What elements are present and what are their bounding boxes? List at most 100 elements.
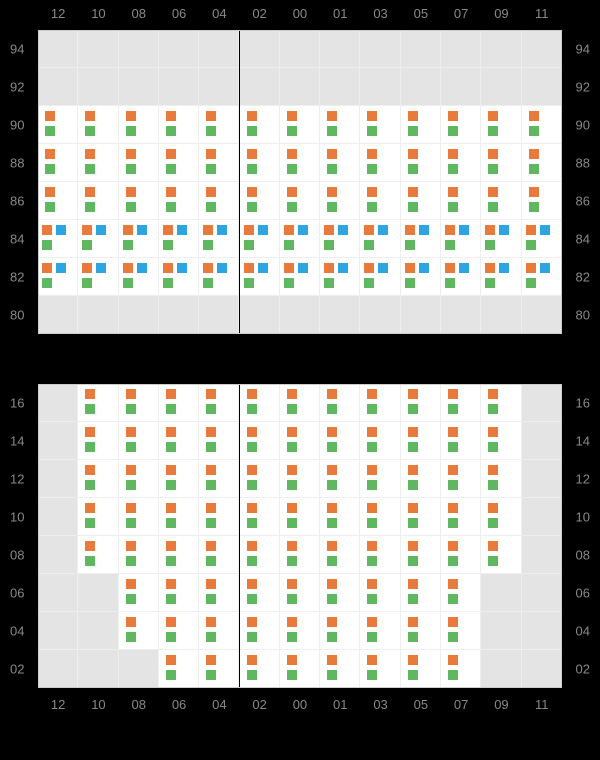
slot-cell[interactable]: [522, 220, 562, 258]
slot-cell[interactable]: [320, 574, 360, 612]
slot-cell[interactable]: [119, 106, 159, 144]
slot-cell[interactable]: [280, 422, 320, 460]
slot-cell[interactable]: [119, 384, 159, 422]
slot-cell[interactable]: [199, 536, 239, 574]
slot-cell[interactable]: [320, 460, 360, 498]
slot-cell[interactable]: [199, 422, 239, 460]
slot-cell[interactable]: [401, 384, 441, 422]
slot-cell[interactable]: [360, 258, 400, 296]
slot-cell[interactable]: [481, 144, 521, 182]
slot-cell[interactable]: [38, 182, 78, 220]
slot-cell[interactable]: [280, 612, 320, 650]
slot-cell[interactable]: [78, 422, 118, 460]
slot-cell[interactable]: [199, 650, 239, 688]
slot-cell[interactable]: [280, 536, 320, 574]
slot-cell[interactable]: [38, 144, 78, 182]
slot-cell[interactable]: [441, 106, 481, 144]
slot-cell[interactable]: [240, 650, 280, 688]
slot-cell[interactable]: [360, 460, 400, 498]
slot-cell[interactable]: [240, 460, 280, 498]
slot-cell[interactable]: [199, 106, 239, 144]
slot-cell[interactable]: [159, 650, 199, 688]
slot-cell[interactable]: [481, 460, 521, 498]
slot-cell[interactable]: [159, 106, 199, 144]
slot-cell[interactable]: [159, 460, 199, 498]
slot-cell[interactable]: [360, 536, 400, 574]
slot-cell[interactable]: [441, 384, 481, 422]
slot-cell[interactable]: [481, 258, 521, 296]
slot-cell[interactable]: [240, 612, 280, 650]
slot-cell[interactable]: [401, 536, 441, 574]
slot-cell[interactable]: [360, 220, 400, 258]
slot-cell[interactable]: [481, 536, 521, 574]
slot-cell[interactable]: [159, 144, 199, 182]
slot-cell[interactable]: [280, 574, 320, 612]
slot-cell[interactable]: [360, 106, 400, 144]
slot-cell[interactable]: [441, 144, 481, 182]
slot-cell[interactable]: [78, 536, 118, 574]
slot-cell[interactable]: [320, 106, 360, 144]
slot-cell[interactable]: [119, 258, 159, 296]
slot-cell[interactable]: [320, 182, 360, 220]
slot-cell[interactable]: [320, 536, 360, 574]
slot-cell[interactable]: [522, 258, 562, 296]
slot-cell[interactable]: [240, 220, 280, 258]
slot-cell[interactable]: [159, 574, 199, 612]
slot-cell[interactable]: [522, 144, 562, 182]
slot-cell[interactable]: [159, 422, 199, 460]
slot-cell[interactable]: [159, 220, 199, 258]
slot-cell[interactable]: [280, 144, 320, 182]
slot-cell[interactable]: [78, 182, 118, 220]
slot-cell[interactable]: [401, 258, 441, 296]
slot-cell[interactable]: [280, 258, 320, 296]
slot-cell[interactable]: [78, 106, 118, 144]
slot-cell[interactable]: [401, 144, 441, 182]
slot-cell[interactable]: [199, 384, 239, 422]
slot-cell[interactable]: [240, 144, 280, 182]
slot-cell[interactable]: [240, 384, 280, 422]
slot-cell[interactable]: [401, 422, 441, 460]
slot-cell[interactable]: [199, 498, 239, 536]
slot-cell[interactable]: [119, 612, 159, 650]
slot-cell[interactable]: [360, 650, 400, 688]
slot-cell[interactable]: [401, 574, 441, 612]
slot-cell[interactable]: [280, 106, 320, 144]
slot-cell[interactable]: [78, 144, 118, 182]
slot-cell[interactable]: [199, 460, 239, 498]
slot-cell[interactable]: [320, 384, 360, 422]
slot-cell[interactable]: [78, 220, 118, 258]
slot-cell[interactable]: [159, 498, 199, 536]
slot-cell[interactable]: [240, 498, 280, 536]
slot-cell[interactable]: [320, 498, 360, 536]
slot-cell[interactable]: [78, 498, 118, 536]
slot-cell[interactable]: [320, 612, 360, 650]
slot-cell[interactable]: [280, 384, 320, 422]
slot-cell[interactable]: [119, 422, 159, 460]
slot-cell[interactable]: [119, 144, 159, 182]
slot-cell[interactable]: [441, 612, 481, 650]
slot-cell[interactable]: [320, 422, 360, 460]
slot-cell[interactable]: [199, 612, 239, 650]
slot-cell[interactable]: [78, 258, 118, 296]
slot-cell[interactable]: [481, 498, 521, 536]
slot-cell[interactable]: [320, 650, 360, 688]
slot-cell[interactable]: [119, 498, 159, 536]
slot-cell[interactable]: [320, 258, 360, 296]
slot-cell[interactable]: [119, 536, 159, 574]
slot-cell[interactable]: [159, 384, 199, 422]
slot-cell[interactable]: [320, 144, 360, 182]
slot-cell[interactable]: [240, 258, 280, 296]
slot-cell[interactable]: [481, 106, 521, 144]
slot-cell[interactable]: [280, 460, 320, 498]
slot-cell[interactable]: [481, 182, 521, 220]
slot-cell[interactable]: [401, 106, 441, 144]
slot-cell[interactable]: [38, 258, 78, 296]
slot-cell[interactable]: [522, 106, 562, 144]
slot-cell[interactable]: [240, 106, 280, 144]
slot-cell[interactable]: [360, 498, 400, 536]
slot-cell[interactable]: [360, 144, 400, 182]
slot-cell[interactable]: [199, 144, 239, 182]
slot-cell[interactable]: [360, 612, 400, 650]
slot-cell[interactable]: [401, 612, 441, 650]
slot-cell[interactable]: [159, 536, 199, 574]
